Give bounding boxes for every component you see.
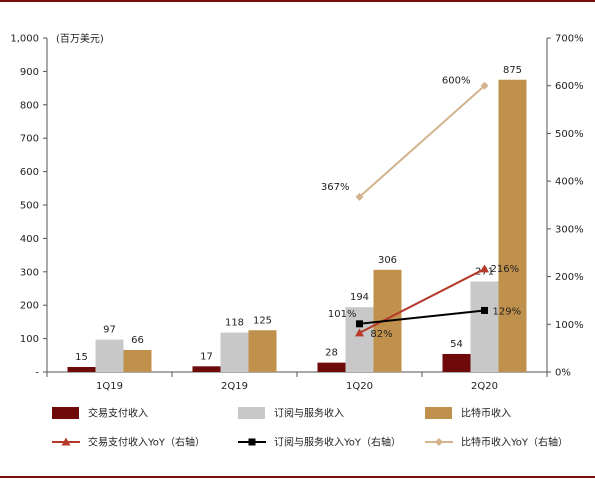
bar: [345, 307, 374, 372]
right-tick-label: 200%: [555, 272, 584, 283]
square-marker: [356, 320, 363, 328]
bar-value-label: 125: [253, 315, 272, 326]
yoy-value-label: 367%: [321, 182, 350, 193]
bar-value-label: 875: [503, 65, 522, 76]
legend-diamond-marker: [435, 438, 443, 446]
right-tick-label: 300%: [555, 224, 584, 235]
yoy-value-label: 129%: [493, 306, 522, 317]
right-tick-label: 700%: [555, 34, 584, 45]
yoy-value-label: 101%: [328, 309, 357, 320]
bar-value-label: 17: [200, 351, 213, 362]
bar: [317, 362, 346, 372]
bars: [67, 79, 527, 372]
legend-label: 订阅与服务收入YoY（右轴）: [274, 436, 401, 449]
legend-swatch: [238, 407, 265, 419]
top-border: [0, 0, 595, 2]
bar: [248, 330, 277, 372]
yoy-value-label: 82%: [370, 329, 392, 340]
bar: [192, 366, 221, 372]
square-marker: [481, 306, 488, 314]
yoy-value-label: 600%: [442, 76, 471, 87]
bar-value-label: 118: [225, 318, 244, 329]
left-tick-label: 900: [20, 67, 39, 78]
right-tick-label: 0%: [555, 368, 571, 379]
bar-value-label: 306: [378, 255, 397, 266]
legend-label: 交易支付收入YoY（右轴）: [88, 436, 205, 449]
legend-label: 比特币收入YoY（右轴）: [461, 436, 568, 449]
unit-label: (百万美元): [56, 32, 104, 45]
bar-value-label: 54: [450, 339, 463, 350]
bar-value-label: 15: [75, 352, 88, 363]
diamond-marker: [355, 192, 364, 201]
right-tick-label: 400%: [555, 177, 584, 188]
bar: [498, 79, 527, 372]
left-tick-label: 200: [20, 301, 39, 312]
legend-label: 交易支付收入: [88, 407, 148, 420]
left-tick-label: -: [35, 368, 39, 379]
triangle-marker: [480, 264, 489, 273]
yoy-line: [359, 309, 485, 325]
bar: [220, 332, 249, 372]
yoy-lines: 82% 216% 101% 129% 367% 600%: [321, 76, 521, 340]
x-tick-label: 1Q19: [96, 381, 123, 392]
legend-triangle-marker: [61, 437, 71, 446]
diamond-marker: [480, 81, 489, 90]
left-tick-label: 500: [20, 201, 39, 212]
left-tick-label: 100: [20, 334, 39, 345]
right-tick-label: 500%: [555, 129, 584, 140]
x-tick-label: 2Q20: [471, 381, 498, 392]
legend-label: 订阅与服务收入: [274, 407, 344, 420]
legend-swatch: [52, 407, 79, 419]
bar: [67, 366, 96, 372]
left-tick-label: 300: [20, 267, 39, 278]
bar-value-label: 66: [131, 335, 144, 346]
bar: [123, 349, 152, 372]
left-tick-label: 1,000: [10, 34, 39, 45]
left-tick-label: 400: [20, 234, 39, 245]
bar: [470, 281, 499, 372]
yoy-line: [358, 84, 486, 198]
bar-value-label: 194: [350, 292, 369, 303]
bar: [95, 339, 124, 372]
bar-value-label: 28: [325, 348, 338, 359]
bar-value-labels: 151728549711819427166125306875: [75, 65, 522, 363]
left-tick-label: 600: [20, 167, 39, 178]
x-tick-label: 1Q20: [346, 381, 373, 392]
legend-label: 比特币收入: [461, 407, 511, 420]
legend-swatch: [425, 407, 452, 419]
bar-value-label: 97: [103, 325, 116, 336]
x-tick-label: 2Q19: [221, 381, 248, 392]
yoy-value-label: 216%: [491, 264, 520, 275]
triangle-marker: [355, 328, 364, 337]
left-tick-label: 700: [20, 134, 39, 145]
right-tick-label: 100%: [555, 320, 584, 331]
bottom-border: [0, 476, 595, 478]
bar: [442, 353, 471, 372]
left-tick-label: 800: [20, 100, 39, 111]
legend-square-marker: [248, 438, 256, 446]
axes: - 100 200 300 400 500 600 700 800 900 1,000 0% 100% 2…: [10, 34, 583, 393]
right-tick-label: 600%: [555, 81, 584, 92]
